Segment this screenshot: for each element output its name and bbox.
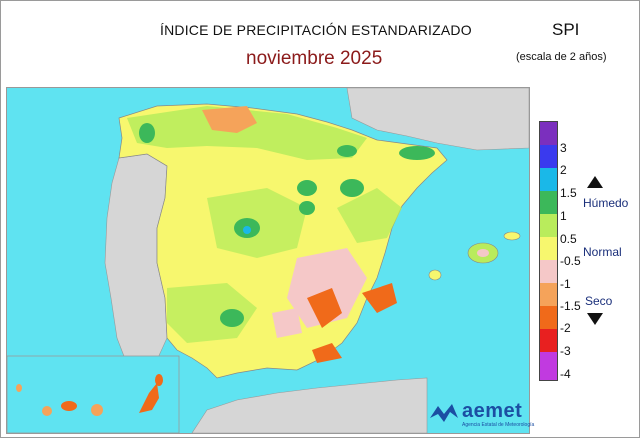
aemet-logo-text: aemet <box>462 400 523 422</box>
aemet-logo-subtitle: Agencia Estatal de Meteorología <box>462 422 535 428</box>
ibiza <box>428 269 442 281</box>
zone-dry-light-2 <box>272 308 302 338</box>
zone-very-wet-1 <box>243 226 251 234</box>
legend-swatch-1 <box>540 122 557 145</box>
scale-note: (escala de 2 años) <box>516 51 607 63</box>
africa-land <box>191 377 428 433</box>
legend-swatch-7 <box>540 260 557 283</box>
legend-swatch-10 <box>540 329 557 352</box>
aemet-logo-mark <box>430 404 458 422</box>
zone-dry-north <box>202 106 257 133</box>
legend-swatch-11 <box>540 352 557 380</box>
canary-island-2 <box>42 406 52 416</box>
canary-island-4 <box>91 404 103 416</box>
zone-wet-7 <box>139 123 155 143</box>
canary-island-1 <box>16 384 22 392</box>
zone-dry-2 <box>362 283 397 313</box>
dry-arrow-icon <box>587 313 603 325</box>
zone-wet-1 <box>297 180 317 196</box>
menorca <box>503 231 521 241</box>
zone-wet-6 <box>337 145 357 157</box>
zone-dry-light-1 <box>287 248 367 328</box>
legend-swatch-8 <box>540 283 557 306</box>
mallorca-dry <box>477 249 489 257</box>
zone-dry-1 <box>307 288 342 328</box>
legend-wet-label: Húmedo <box>583 196 629 210</box>
legend-tick: 2 <box>560 163 567 177</box>
zone-moist-north <box>127 106 367 160</box>
canary-island-6 <box>155 374 163 386</box>
legend-swatch-5 <box>540 214 557 237</box>
legend-normal-label: Normal <box>583 245 622 259</box>
index-name: SPI <box>552 20 580 39</box>
france-land <box>346 88 529 151</box>
legend-tick: -4 <box>560 367 571 381</box>
legend-colorbar <box>539 121 558 381</box>
zone-dry-3 <box>312 343 342 363</box>
wet-arrow-icon <box>587 176 603 188</box>
zone-wet-2 <box>340 179 364 197</box>
legend-tick: -1.5 <box>560 299 581 313</box>
legend-swatch-9 <box>540 306 557 329</box>
legend-dry-label: Seco <box>585 294 613 308</box>
zone-moist-east <box>337 188 402 243</box>
zone-wet-4 <box>299 201 315 215</box>
zone-wet-5 <box>399 146 435 160</box>
legend-swatch-4 <box>540 191 557 214</box>
legend-tick: 1 <box>560 209 567 223</box>
legend-swatch-2 <box>540 145 557 168</box>
canary-island-5 <box>139 383 159 413</box>
aemet-logo <box>430 404 458 422</box>
legend-tick: 0.5 <box>560 232 577 246</box>
zone-wet-8 <box>220 309 244 327</box>
legend-tick: 1.5 <box>560 186 577 200</box>
legend-tick: -3 <box>560 344 571 358</box>
legend-swatch-3 <box>540 168 557 191</box>
legend-tick: -0.5 <box>560 254 581 268</box>
spi-map <box>7 88 529 433</box>
map-area <box>6 87 530 434</box>
canary-island-3 <box>61 401 77 411</box>
map-period: noviembre 2025 <box>246 48 383 69</box>
legend-tick: 3 <box>560 141 567 155</box>
legend-tick: -2 <box>560 321 571 335</box>
legend-tick: -1 <box>560 277 571 291</box>
zone-moist-west <box>167 283 257 343</box>
legend-swatch-6 <box>540 237 557 260</box>
map-title: ÍNDICE DE PRECIPITACIÓN ESTANDARIZADO <box>160 22 472 38</box>
